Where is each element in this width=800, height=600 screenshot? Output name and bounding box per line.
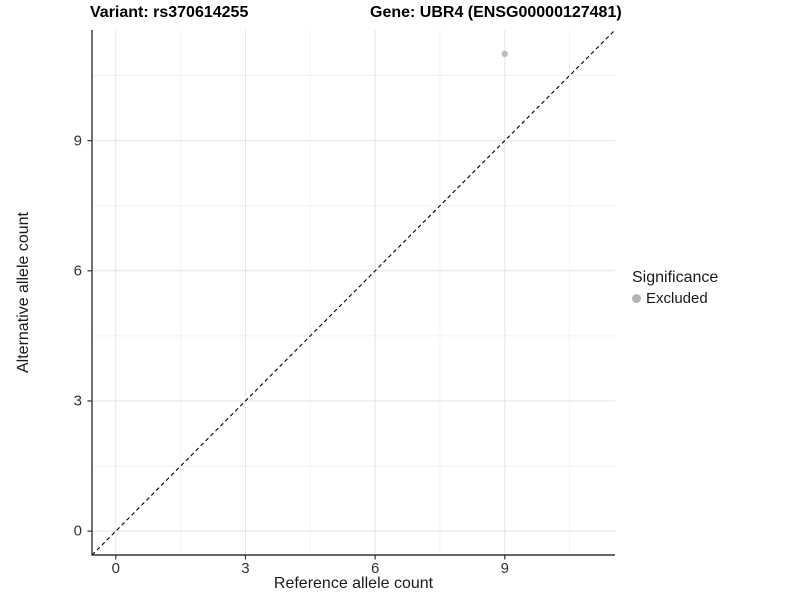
legend-point-icon	[632, 294, 641, 303]
legend-entry: Excluded	[632, 290, 718, 307]
y-tick-label: 0	[73, 522, 82, 540]
legend-title: Significance	[632, 269, 719, 286]
identity-dashed-line	[91, 29, 616, 556]
x-tick-label: 9	[500, 560, 509, 577]
variant-title: Variant: rs370614255	[90, 4, 249, 21]
x-tick-label: 0	[111, 560, 120, 577]
legend: Significance Excluded	[632, 268, 718, 307]
legend-entry-label: Excluded	[646, 290, 708, 307]
y-tick-label: 6	[73, 262, 82, 280]
x-tick-label: 6	[370, 560, 380, 577]
x-axis-label: Reference allele count	[273, 575, 434, 592]
data-point-excluded	[501, 50, 508, 58]
gene-title: Gene: UBR4 (ENSG00000127481)	[370, 4, 622, 21]
y-tick-label: 9	[73, 132, 82, 150]
x-tick-label: 3	[241, 560, 250, 577]
y-tick-label: 3	[73, 392, 82, 410]
title-row: Variant: rs370614255 Gene: UBR4 (ENSG000…	[0, 4, 800, 26]
y-axis-label: Alternative allele count	[15, 212, 32, 373]
